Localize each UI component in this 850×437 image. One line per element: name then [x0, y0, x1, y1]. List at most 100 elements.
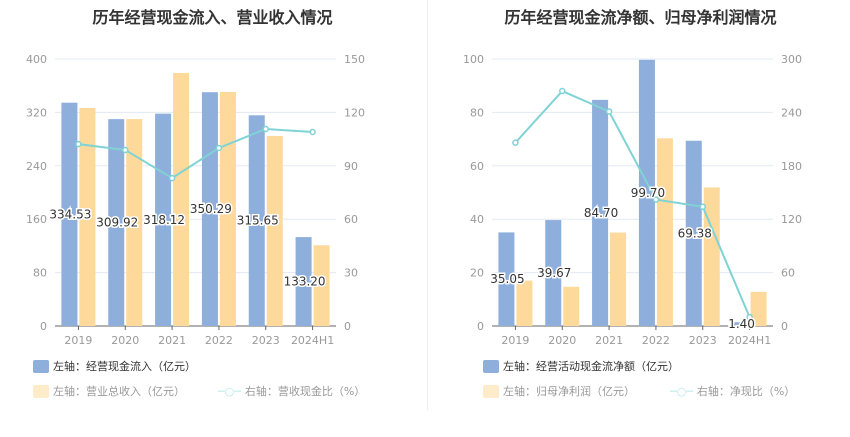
ratio-point — [512, 139, 519, 146]
ratio-point — [699, 203, 706, 210]
divider — [427, 0, 428, 410]
y2-tick-label: 0 — [344, 320, 351, 333]
bar-0-blue — [61, 102, 78, 326]
x-tick-label: 2021 — [158, 334, 186, 347]
bar-1-blue — [685, 140, 702, 326]
y-tick-label: 240 — [26, 160, 47, 173]
ratio-point — [559, 87, 566, 95]
x-tick-label: 2019 — [501, 334, 529, 347]
y2-tick-label: 90 — [344, 160, 358, 173]
x-tick-label: 2024H1 — [291, 334, 334, 347]
legend-item-netratio[interactable]: ─○─ 右轴：净现比（%） — [670, 383, 795, 399]
y2-tick-label: 180 — [781, 160, 802, 173]
bar-0-yellow — [313, 245, 330, 326]
legend-label: 左轴：经营现金流入（亿元） — [53, 360, 196, 373]
chart-title-left: 历年经营现金流入、营业收入情况 — [92, 8, 333, 27]
x-tick-label: 2024H1 — [728, 334, 771, 347]
y2-tick-label: 150 — [344, 53, 365, 66]
bar-1-blue — [498, 232, 515, 326]
data-label: 84.70 — [584, 206, 618, 220]
data-label: 318.12 — [143, 213, 185, 227]
data-label: 39.67 — [537, 266, 571, 280]
bar-1-blue — [592, 99, 609, 326]
legend-label: 左轴：归母净利润（亿元） — [503, 385, 635, 398]
y-tick-label: 160 — [26, 213, 47, 226]
y2-tick-label: 60 — [344, 213, 358, 226]
legend-item-inflow[interactable]: 左轴：经营现金流入（亿元） — [33, 358, 196, 374]
bar-0-blue — [248, 115, 265, 327]
data-label: 334.53 — [49, 207, 91, 221]
chart-title-right: 历年经营现金流净额、归母净利润情况 — [504, 8, 777, 27]
y2-tick-label: 0 — [781, 320, 788, 333]
bar-1-yellow — [656, 138, 673, 326]
bar-0-yellow — [126, 119, 143, 326]
y-tick-label: 80 — [33, 267, 47, 280]
data-label: 315.65 — [237, 214, 279, 228]
ratio-point — [168, 174, 176, 182]
legend-swatch — [33, 359, 49, 373]
legend-item-netcash[interactable]: 左轴：经营活动现金流净额（亿元） — [483, 358, 679, 374]
ratio-point — [309, 128, 316, 136]
line-marker-icon: ─○─ — [670, 384, 693, 398]
ratio-point — [215, 144, 223, 152]
data-label: 133.20 — [284, 275, 326, 289]
x-tick-label: 2021 — [595, 334, 623, 347]
y2-tick-label: 300 — [781, 53, 802, 66]
x-tick-label: 2023 — [689, 334, 717, 347]
legend-item-revenue[interactable]: 左轴：营业总收入（亿元） — [33, 383, 185, 399]
bar-0-blue — [108, 119, 125, 326]
data-label: 1.40 — [728, 317, 755, 331]
bar-0-yellow — [173, 73, 190, 326]
bar-1-yellow — [703, 187, 720, 326]
y-tick-label: 60 — [470, 160, 484, 173]
bar-1-yellow — [750, 291, 767, 326]
data-label: 350.29 — [190, 202, 232, 216]
y-tick-label: 400 — [26, 53, 47, 66]
y-tick-label: 320 — [26, 106, 47, 119]
y-tick-label: 20 — [470, 267, 484, 280]
y-tick-label: 100 — [463, 53, 484, 66]
bar-1-blue — [732, 322, 749, 326]
legend-label: 左轴：营业总收入（亿元） — [53, 385, 185, 398]
ratio-point — [746, 313, 753, 321]
bar-0-yellow — [219, 91, 236, 326]
legend-item-ratio[interactable]: ─○─ 右轴：营收现金比（%） — [218, 383, 365, 399]
x-tick-label: 2020 — [548, 334, 576, 347]
x-tick-label: 2022 — [642, 334, 670, 347]
y-tick-label: 0 — [40, 320, 47, 333]
ratio-line — [78, 127, 313, 180]
y-tick-label: 40 — [470, 213, 484, 226]
y2-tick-label: 120 — [781, 213, 802, 226]
data-label: 309.92 — [96, 216, 138, 230]
y2-tick-label: 120 — [344, 106, 365, 119]
ratio-point — [605, 108, 613, 115]
bar-0-blue — [155, 113, 172, 326]
ratio-point — [122, 146, 129, 154]
y2-tick-label: 60 — [781, 267, 795, 280]
bar-0-blue — [295, 237, 312, 326]
data-label: 69.38 — [678, 226, 712, 240]
legend-swatch — [483, 359, 499, 373]
bar-1-blue — [545, 220, 562, 326]
legend-label: 右轴：营收现金比（%） — [244, 385, 366, 398]
legend-swatch — [483, 384, 499, 398]
legend-item-profit[interactable]: 左轴：归母净利润（亿元） — [483, 383, 635, 399]
bar-0-yellow — [79, 107, 96, 326]
bar-1-blue — [638, 59, 655, 327]
y-tick-label: 80 — [470, 106, 484, 119]
x-tick-label: 2020 — [111, 334, 139, 347]
legend-label: 左轴：经营活动现金流净额（亿元） — [503, 360, 679, 373]
ratio-line — [514, 89, 751, 318]
y2-tick-label: 30 — [344, 267, 358, 280]
x-tick-label: 2022 — [205, 334, 233, 347]
line-marker-icon: ─○─ — [218, 384, 241, 398]
x-tick-label: 2023 — [252, 334, 280, 347]
bar-1-yellow — [516, 280, 533, 326]
ratio-point — [262, 125, 269, 133]
bar-1-yellow — [563, 286, 580, 326]
y-tick-label: 0 — [477, 320, 484, 333]
bar-0-yellow — [266, 136, 283, 326]
data-label: 35.05 — [490, 272, 524, 286]
data-label: 99.70 — [631, 186, 665, 200]
